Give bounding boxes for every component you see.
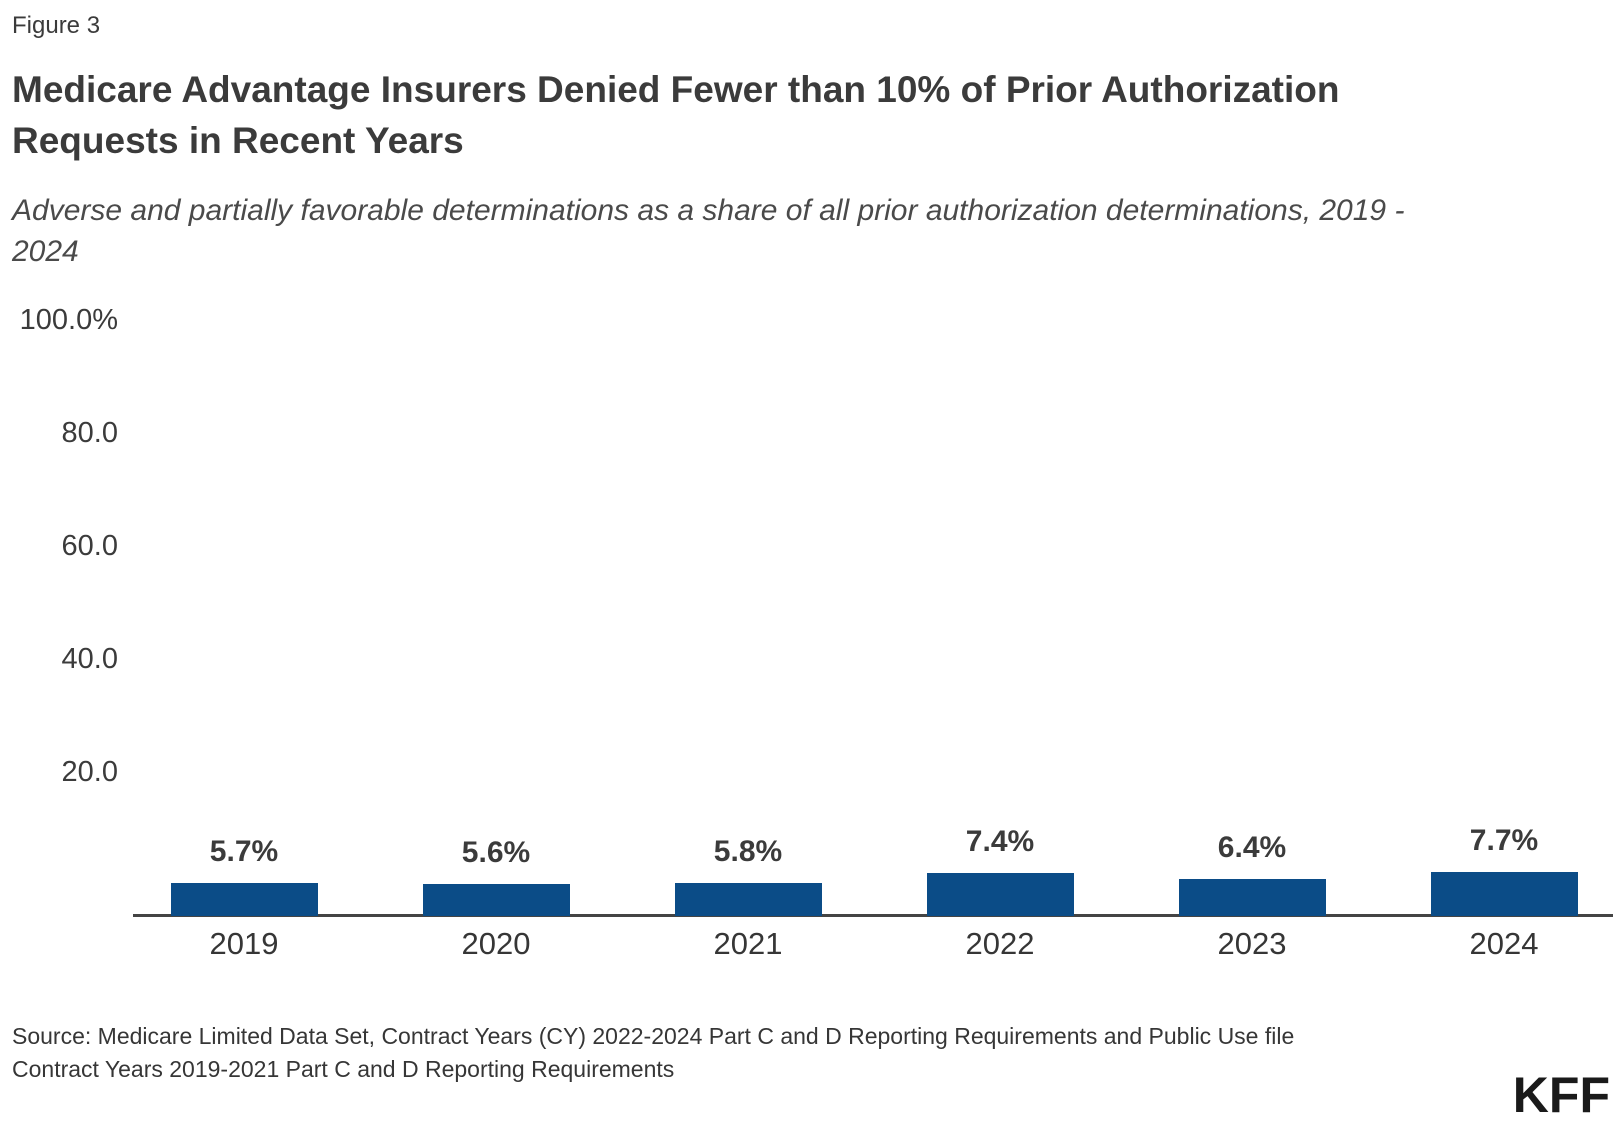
bar-2023 <box>1179 879 1326 916</box>
source-line2: Contract Years 2019-2021 Part C and D Re… <box>12 1056 675 1082</box>
y-tick-label: 100.0% <box>19 304 118 336</box>
bar-2021 <box>675 883 822 916</box>
y-tick-label: 40.0 <box>61 643 118 675</box>
source-note: Source: Medicare Limited Data Set, Contr… <box>12 1020 1294 1086</box>
kff-logo: KFF <box>1512 1067 1610 1123</box>
bar-value-label-2021: 5.8% <box>713 835 783 868</box>
y-tick-label: 80.0 <box>61 417 118 449</box>
chart-title: Medicare Advantage Insurers Denied Fewer… <box>12 64 1339 166</box>
y-tick-label: 60.0 <box>61 530 118 562</box>
chart-subtitle-line2: 2024 <box>12 235 79 268</box>
figure-label: Figure 3 <box>12 12 101 39</box>
x-tick-label-2023: 2023 <box>1217 926 1287 961</box>
x-tick-label-2019: 2019 <box>209 926 279 961</box>
x-tick-label-2022: 2022 <box>965 926 1035 961</box>
chart-subtitle-line1: Adverse and partially favorable determin… <box>12 194 1405 227</box>
bar-value-label-2023: 6.4% <box>1217 831 1287 864</box>
y-tick-label: 20.0 <box>61 756 118 788</box>
chart-title-line2: Requests in Recent Years <box>12 120 464 161</box>
x-tick-label-2021: 2021 <box>713 926 783 961</box>
bar-2022 <box>927 873 1074 916</box>
x-axis-line <box>133 914 1613 917</box>
bar-value-label-2019: 5.7% <box>209 835 279 868</box>
bar-value-label-2022: 7.4% <box>965 825 1035 858</box>
bar-2019 <box>171 883 318 916</box>
bar-chart-plot-area: 100.0% 80.0 60.0 40.0 20.0 5.7% 2019 5.6% 2020 5… <box>0 300 1620 970</box>
x-tick-label-2024: 2024 <box>1469 926 1539 961</box>
bar-value-label-2024: 7.7% <box>1469 824 1539 857</box>
bar-2020 <box>423 884 570 916</box>
chart-title-line1: Medicare Advantage Insurers Denied Fewer… <box>12 69 1340 110</box>
bar-2024 <box>1431 872 1578 916</box>
chart-subtitle: Adverse and partially favorable determin… <box>12 190 1404 272</box>
source-line1: Source: Medicare Limited Data Set, Contr… <box>12 1023 1295 1049</box>
x-tick-label-2020: 2020 <box>461 926 531 961</box>
bar-value-label-2020: 5.6% <box>461 836 531 869</box>
